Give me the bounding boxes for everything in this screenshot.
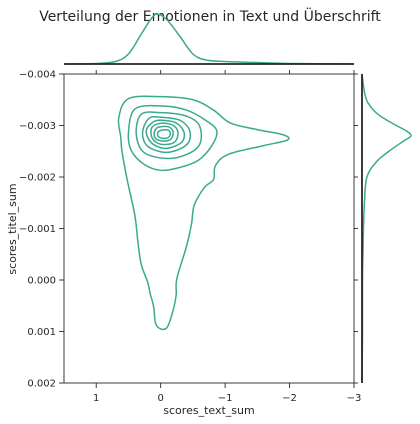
- y-tick-label: 0.000: [27, 276, 56, 287]
- marginal-x-curve: [63, 13, 355, 65]
- kde-contour-level-8: [156, 129, 172, 140]
- x-axis-ticks: 1 0 −1 −2 −3: [93, 70, 361, 404]
- kde-contour-level-6: [150, 122, 179, 146]
- x-tick-label: 1: [93, 393, 99, 404]
- y-tick-label: −0.002: [19, 173, 56, 184]
- x-tick-label: −3: [347, 393, 362, 404]
- x-tick-label: 0: [157, 393, 163, 404]
- y-tick-label: 0.001: [27, 327, 56, 338]
- chart-title: Verteilung der Emotionen in Text und Übe…: [39, 7, 381, 25]
- x-axis-label: scores_text_sum: [163, 404, 254, 417]
- y-tick-label: −0.004: [19, 70, 56, 81]
- y-tick-label: 0.002: [27, 379, 56, 390]
- y-axis-label: scores_titel_sum: [6, 183, 19, 274]
- x-tick-label: −2: [282, 393, 297, 404]
- kde-contour-level-1: [117, 95, 290, 331]
- kde-contour-level-4: [141, 115, 192, 154]
- joint-plot-area: [63, 73, 355, 384]
- y-axis-ticks: 0.002 0.001 0.000 −0.001 −0.002 −0.003 −0.004: [19, 70, 358, 390]
- kde-contour-level-7: [153, 125, 174, 142]
- marginal-y-density: [361, 73, 412, 384]
- kde-contour-level-3: [135, 111, 203, 160]
- y-tick-label: −0.001: [19, 224, 56, 235]
- x-tick-label: −1: [218, 393, 233, 404]
- y-tick-label: −0.003: [19, 121, 56, 132]
- kde-contour-level-5: [145, 119, 186, 150]
- marginal-x-density: [63, 13, 355, 65]
- kde-contour-level-2: [127, 104, 218, 172]
- joint-plot-frame: [63, 73, 355, 384]
- marginal-y-curve: [361, 73, 412, 384]
